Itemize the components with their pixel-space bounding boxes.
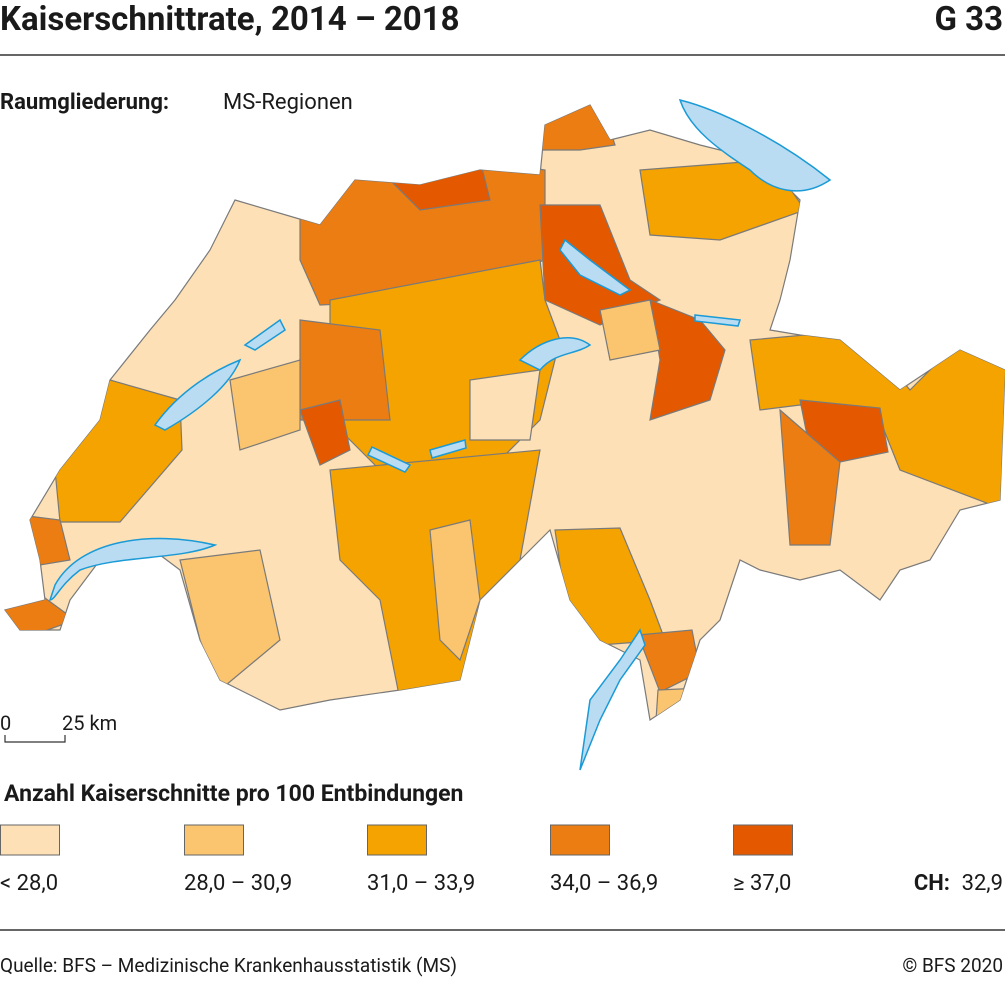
legend-swatch: [733, 824, 793, 856]
subtitle-label: Raumgliederung:: [0, 90, 169, 115]
region: [299, 399, 351, 466]
lake: [518, 337, 592, 371]
scale-start: 0: [0, 711, 11, 735]
legend-swatch: [0, 824, 60, 856]
copyright: © BFS 2020: [902, 954, 1003, 977]
region: [429, 519, 481, 662]
region: [469, 369, 541, 441]
lake: [366, 446, 412, 473]
chart-code: G 33: [934, 0, 1003, 39]
national-label: CH:: [914, 871, 950, 896]
region: [654, 687, 703, 720]
title: Kaiserschnittrate, 2014 – 2018: [0, 0, 460, 39]
national-value: 32,9: [962, 871, 1003, 896]
map: [3, 98, 1005, 771]
region: [179, 549, 281, 691]
subtitle-value: MS-Regionen: [223, 90, 353, 115]
region: [539, 204, 662, 326]
legend-label: 28,0 – 30,9: [184, 871, 292, 896]
legend-swatch: [184, 824, 244, 856]
source: Quelle: BFS – Medizinische Krankenhausst…: [0, 954, 457, 977]
legend-swatch: [367, 824, 427, 856]
lake: [678, 98, 832, 192]
region: [599, 299, 661, 361]
lake: [243, 318, 286, 351]
scale-end: 25 km: [62, 711, 117, 735]
legend-swatch: [550, 824, 610, 856]
legend-label: 34,0 – 36,9: [550, 871, 658, 896]
legend-label: 31,0 – 33,9: [367, 871, 475, 896]
scale-line: [4, 735, 66, 743]
scale-bar: 0 25 km: [0, 711, 117, 743]
legend-title: Anzahl Kaiserschnitte pro 100 Entbindung…: [4, 780, 463, 807]
lake: [579, 628, 646, 771]
region: [539, 105, 616, 151]
lake: [48, 537, 218, 601]
region: [229, 359, 301, 451]
lake: [429, 439, 467, 459]
lake: [694, 314, 742, 327]
lake: [153, 358, 242, 431]
legend-label: < 28,0: [0, 871, 58, 896]
region: [779, 408, 841, 546]
legend: < 28,0 28,0 – 30,9 31,0 – 33,9 34,0 – 36,9 ≥…: [0, 824, 793, 896]
legend-label: ≥ 37,0: [733, 871, 791, 896]
region: [299, 319, 391, 421]
lake: [559, 238, 632, 296]
